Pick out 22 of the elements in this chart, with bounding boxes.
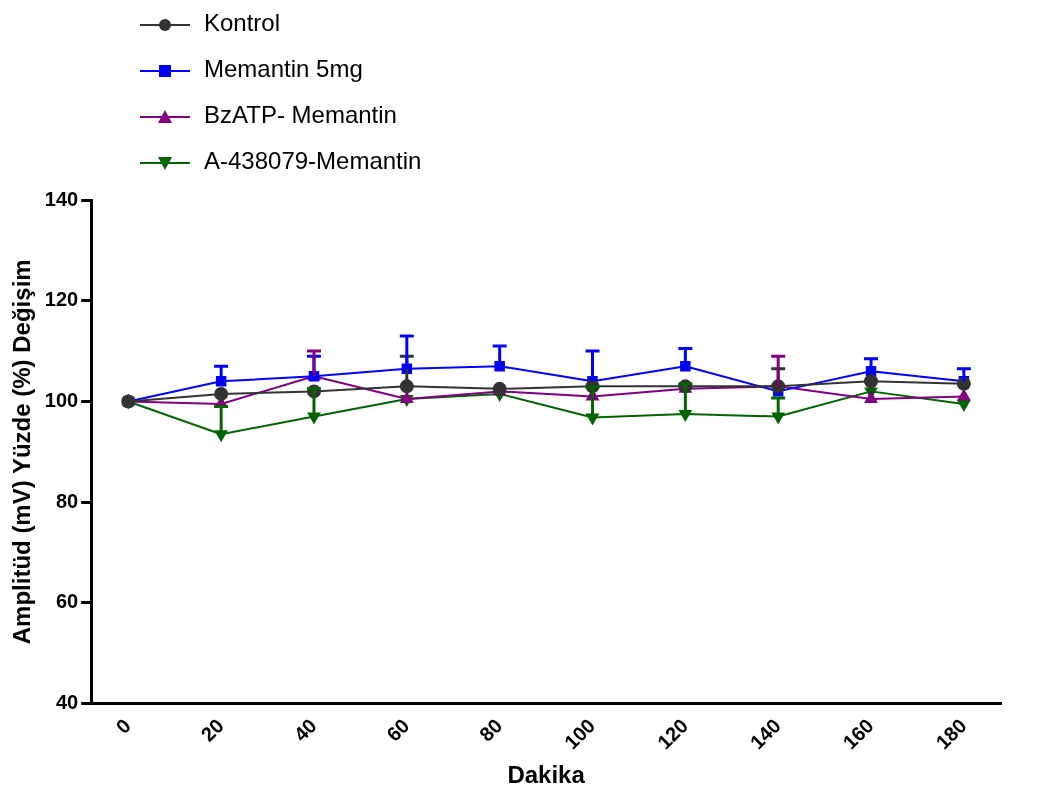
- x-tick-label: 120: [652, 714, 693, 754]
- x-tick-label: 20: [196, 714, 228, 746]
- x-tick-label: 180: [931, 714, 971, 754]
- y-tick-label: 60: [55, 590, 79, 613]
- x-tick-label: 160: [838, 714, 878, 754]
- y-tick-label: 120: [44, 288, 79, 311]
- x-axis-title: Dakika: [507, 761, 586, 789]
- x-tick-label: 0: [111, 714, 136, 738]
- legend-label: Kontrol: [204, 9, 281, 36]
- x-tick-label: 140: [745, 714, 785, 754]
- x-tick-label: 100: [560, 714, 600, 754]
- y-tick-label: 140: [44, 187, 79, 210]
- legend-label: BzATP- Memantin: [204, 101, 397, 128]
- y-axis-title: Amplitüd (mV) Yüzde (%) Değişim: [8, 259, 36, 645]
- x-tick-label: 60: [382, 714, 414, 746]
- y-tick-label: 40: [55, 691, 79, 714]
- y-tick-label: 100: [44, 388, 79, 411]
- legend-label: A-438079-Memantin: [204, 147, 422, 174]
- x-tick-label: 80: [475, 714, 507, 746]
- legend-label: Memantin 5mg: [204, 55, 363, 82]
- x-tick-label: 40: [289, 714, 321, 746]
- y-tick-label: 80: [55, 489, 79, 512]
